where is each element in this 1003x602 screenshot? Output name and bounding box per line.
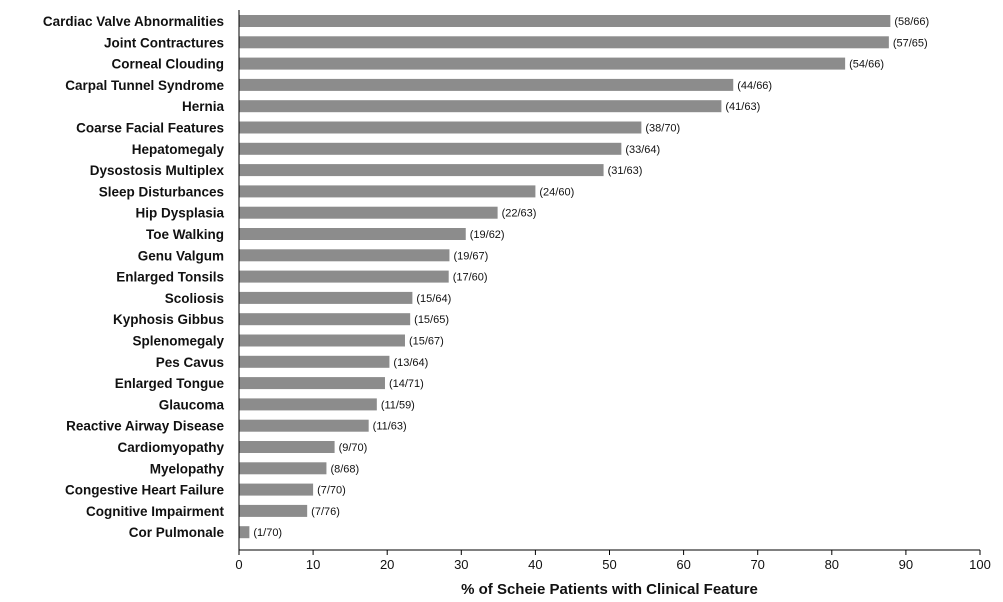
x-axis: 0 10 20 30 40 50 60 70 80 90 100 bbox=[235, 10, 991, 572]
bar-data-label: (15/65) bbox=[414, 314, 449, 326]
category-label: Cardiomyopathy bbox=[117, 440, 224, 455]
bar bbox=[239, 78, 734, 91]
bar bbox=[239, 526, 250, 539]
category-label: Cor Pulmonale bbox=[129, 525, 225, 540]
category-label: Corneal Clouding bbox=[112, 57, 225, 72]
bar bbox=[239, 462, 327, 475]
bar bbox=[239, 142, 622, 155]
bar bbox=[239, 36, 889, 49]
category-label: Myelopathy bbox=[150, 461, 225, 476]
bar-data-label: (33/64) bbox=[625, 144, 660, 156]
bar-data-label: (1/70) bbox=[253, 527, 282, 539]
x-tick-label: 50 bbox=[602, 557, 616, 572]
category-label: Hepatomegaly bbox=[132, 142, 225, 157]
bar bbox=[239, 483, 314, 496]
bar bbox=[239, 291, 413, 304]
bar-data-label: (11/63) bbox=[373, 421, 407, 433]
bar-data-label: (13/64) bbox=[393, 357, 428, 369]
category-label: Splenomegaly bbox=[132, 334, 224, 349]
x-tick-label: 100 bbox=[969, 557, 991, 572]
category-label: Cardiac Valve Abnormalities bbox=[43, 14, 224, 29]
category-labels: Cardiac Valve Abnormalities Joint Contrac… bbox=[43, 14, 225, 540]
bar bbox=[239, 419, 369, 432]
x-tick-label: 30 bbox=[454, 557, 468, 572]
bar-data-label: (24/60) bbox=[539, 186, 574, 198]
bar-data-label: (41/63) bbox=[725, 101, 760, 113]
bars bbox=[239, 15, 891, 539]
category-label: Glaucoma bbox=[159, 397, 225, 412]
bar bbox=[239, 206, 498, 219]
bar-data-label: (11/59) bbox=[381, 399, 415, 411]
x-tick-label: 40 bbox=[528, 557, 542, 572]
category-label: Dysostosis Multiplex bbox=[90, 163, 225, 178]
bar-data-label: (58/66) bbox=[894, 16, 929, 28]
category-label: Joint Contractures bbox=[104, 35, 224, 50]
bar-data-label: (14/71) bbox=[389, 378, 424, 390]
x-tick-label: 20 bbox=[380, 557, 394, 572]
bar-data-label: (9/70) bbox=[339, 442, 368, 454]
bar-data-label: (15/67) bbox=[409, 336, 444, 348]
x-tick-label: 60 bbox=[676, 557, 690, 572]
bar bbox=[239, 334, 405, 347]
bar-data-label: (38/70) bbox=[645, 123, 680, 135]
category-label: Cognitive Impairment bbox=[86, 504, 225, 519]
category-label: Reactive Airway Disease bbox=[66, 419, 224, 434]
x-axis-title: % of Scheie Patients with Clinical Featu… bbox=[461, 581, 758, 598]
x-ticks: 0 10 20 30 40 50 60 70 80 90 100 bbox=[235, 550, 991, 572]
bar bbox=[239, 15, 891, 27]
bar-data-label: (7/70) bbox=[317, 485, 346, 497]
bar-data-label: (8/68) bbox=[330, 463, 359, 475]
bar bbox=[239, 504, 308, 517]
category-label: Coarse Facial Features bbox=[76, 121, 224, 136]
category-label: Sleep Disturbances bbox=[99, 184, 224, 199]
bar bbox=[239, 228, 466, 240]
category-label: Kyphosis Gibbus bbox=[113, 312, 224, 327]
bar bbox=[239, 355, 390, 368]
bar bbox=[239, 185, 536, 198]
bar-data-label: (19/67) bbox=[453, 250, 488, 262]
x-tick-label: 10 bbox=[306, 557, 320, 572]
bar bbox=[239, 100, 722, 113]
bar bbox=[239, 313, 411, 326]
bar-data-label: (57/65) bbox=[893, 37, 928, 49]
bar bbox=[239, 270, 449, 283]
bar bbox=[239, 121, 642, 134]
bar-data-label: (54/66) bbox=[849, 59, 884, 71]
bar bbox=[239, 249, 450, 262]
x-tick-label: 70 bbox=[750, 557, 764, 572]
category-label: Carpal Tunnel Syndrome bbox=[65, 78, 224, 93]
x-tick-label: 90 bbox=[899, 557, 913, 572]
category-label: Hernia bbox=[182, 99, 225, 114]
x-tick-label: 80 bbox=[825, 557, 839, 572]
bar-data-label: (19/62) bbox=[470, 229, 505, 241]
category-label: Congestive Heart Failure bbox=[65, 483, 225, 498]
bar-data-label: (15/64) bbox=[416, 293, 451, 305]
bar-data-label: (31/63) bbox=[608, 165, 643, 177]
bar-data-label: (22/63) bbox=[502, 208, 537, 220]
bar-data-label: (44/66) bbox=[737, 80, 772, 92]
bar bbox=[239, 377, 385, 390]
bar-data-label: (17/60) bbox=[453, 272, 488, 284]
category-label: Hip Dysplasia bbox=[135, 206, 224, 221]
category-label: Enlarged Tonsils bbox=[116, 270, 224, 285]
category-label: Toe Walking bbox=[146, 227, 224, 242]
bar bbox=[239, 164, 604, 177]
bar bbox=[239, 57, 846, 70]
data-labels: (58/66) (57/65) (54/66) (44/66) (41/63) (38/7… bbox=[253, 16, 929, 539]
category-label: Enlarged Tongue bbox=[115, 376, 225, 391]
category-label: Genu Valgum bbox=[138, 248, 224, 263]
x-tick-label: 0 bbox=[235, 557, 242, 572]
category-label: Scoliosis bbox=[165, 291, 224, 306]
bar-data-label: (7/76) bbox=[311, 506, 340, 518]
bar bbox=[239, 398, 377, 411]
bar bbox=[239, 441, 335, 453]
category-label: Pes Cavus bbox=[156, 355, 224, 370]
